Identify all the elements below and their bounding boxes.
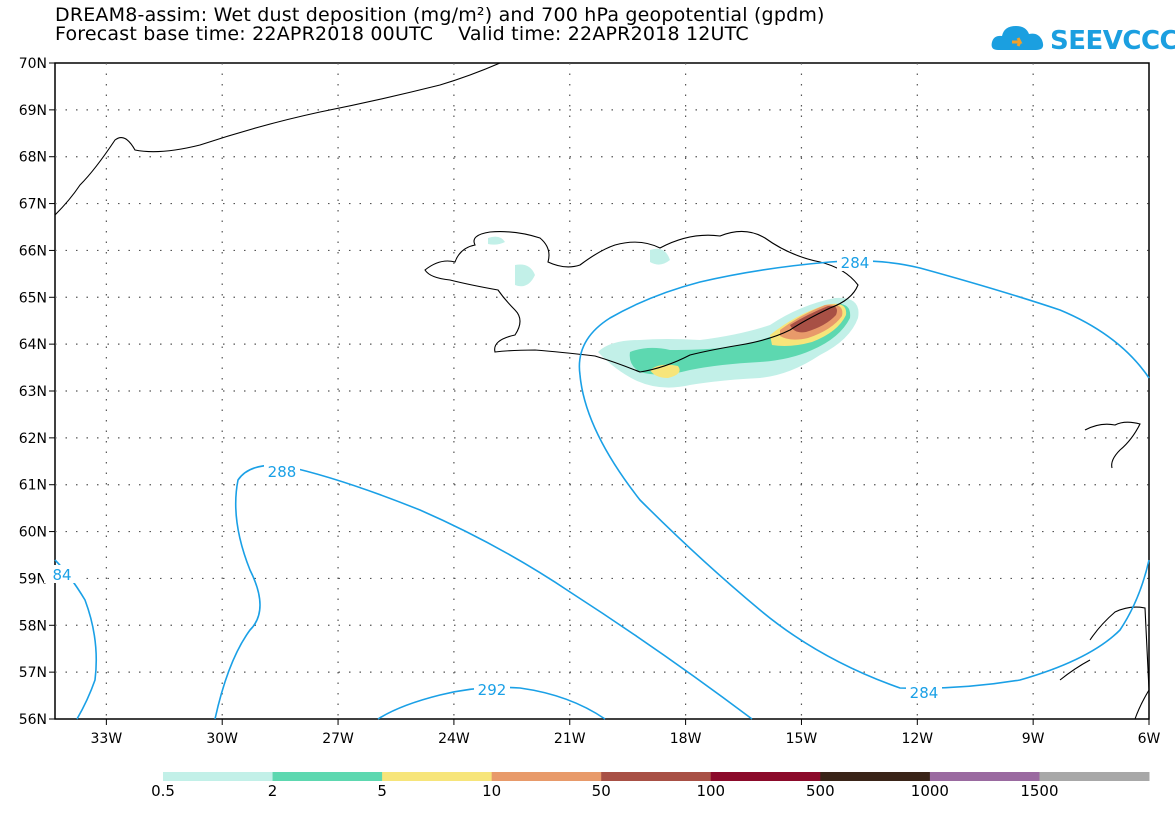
contour-label: 288 bbox=[268, 463, 297, 481]
coastline bbox=[1059, 659, 1091, 681]
legend-label: 0.5 bbox=[151, 782, 175, 800]
longitude-label: 33W bbox=[91, 731, 123, 747]
contour-label: 284 bbox=[910, 684, 939, 702]
longitude-label: 21W bbox=[554, 731, 586, 747]
map-subtitle: Forecast base time: 22APR2018 00UTC Vali… bbox=[55, 23, 749, 45]
legend-swatch bbox=[929, 772, 1040, 781]
legend-label: 1000 bbox=[910, 782, 949, 800]
longitude-label: 18W bbox=[670, 731, 702, 747]
geopotential-contour bbox=[579, 374, 1150, 690]
contour-label: 292 bbox=[478, 681, 507, 699]
legend-swatch bbox=[601, 772, 712, 781]
longitude-label: 24W bbox=[438, 731, 470, 747]
legend-label: 5 bbox=[377, 782, 387, 800]
longitude-label: 9W bbox=[1022, 731, 1045, 747]
legend-swatch bbox=[1039, 772, 1150, 781]
latitude-label: 69N bbox=[19, 103, 47, 119]
graticule: 70N 69N 68N 67N 66N 65N 64N 63N 62N 61N 60N 59N 58N 5… bbox=[19, 56, 1161, 747]
legend-swatch bbox=[491, 772, 602, 781]
legend-label: 50 bbox=[591, 782, 611, 800]
latitude-label: 60N bbox=[19, 525, 47, 541]
latitude-label: 57N bbox=[19, 665, 47, 681]
deposition-area bbox=[515, 264, 535, 287]
latitude-label: 67N bbox=[19, 197, 47, 213]
latitude-label: 64N bbox=[19, 337, 47, 353]
legend-label: 2 bbox=[267, 782, 278, 800]
latitude-label: 56N bbox=[19, 712, 47, 728]
legend-label: 10 bbox=[482, 782, 502, 800]
coastline bbox=[54, 62, 501, 216]
latitude-label: 59N bbox=[19, 571, 47, 587]
latitude-label: 61N bbox=[19, 478, 47, 494]
contour-label-background bbox=[474, 680, 510, 698]
latitude-label: 63N bbox=[19, 384, 47, 400]
seevccc-logo: SEEVCCC bbox=[990, 20, 1175, 60]
contour-label-background bbox=[906, 683, 942, 701]
deposition-area bbox=[790, 305, 837, 333]
contour-label-background bbox=[264, 462, 300, 480]
deposition-area bbox=[629, 303, 851, 375]
legend-label: 500 bbox=[806, 782, 835, 800]
coastline bbox=[1089, 606, 1150, 720]
longitude-label: 27W bbox=[322, 731, 354, 747]
logo-text: SEEVCCC bbox=[1050, 26, 1175, 56]
cloud-arrow-icon bbox=[991, 26, 1044, 50]
legend-swatch bbox=[382, 772, 493, 781]
coastline bbox=[424, 230, 859, 373]
legend-label: 1500 bbox=[1020, 782, 1059, 800]
longitude-label: 12W bbox=[901, 731, 933, 747]
longitude-label: 6W bbox=[1138, 731, 1161, 747]
legend-swatch bbox=[163, 772, 274, 781]
latitude-label: 62N bbox=[19, 431, 47, 447]
geopotential-contour bbox=[578, 260, 1150, 379]
longitude-label: 15W bbox=[786, 731, 818, 747]
coastline bbox=[1084, 421, 1141, 469]
contour-label: 84 bbox=[52, 566, 71, 584]
legend-swatch bbox=[820, 772, 931, 781]
deposition-area bbox=[488, 236, 505, 245]
map-title: DREAM8-assim: Wet dust deposition (mg/m²… bbox=[55, 4, 825, 26]
latitude-label: 68N bbox=[19, 150, 47, 166]
longitude-label: 30W bbox=[206, 731, 238, 747]
latitude-label: 58N bbox=[19, 618, 47, 634]
contour-label-background bbox=[44, 565, 80, 583]
legend-swatch bbox=[272, 772, 383, 781]
latitude-label: 70N bbox=[19, 56, 47, 72]
contour-label: 284 bbox=[841, 254, 870, 272]
wet-dust-deposition bbox=[488, 236, 859, 388]
latitude-label: 65N bbox=[19, 290, 47, 306]
contour-label-background bbox=[837, 253, 873, 271]
legend-swatch bbox=[710, 772, 821, 781]
legend-label: 100 bbox=[696, 782, 726, 800]
latitude-label: 66N bbox=[19, 243, 47, 259]
deposition-area bbox=[650, 248, 670, 265]
